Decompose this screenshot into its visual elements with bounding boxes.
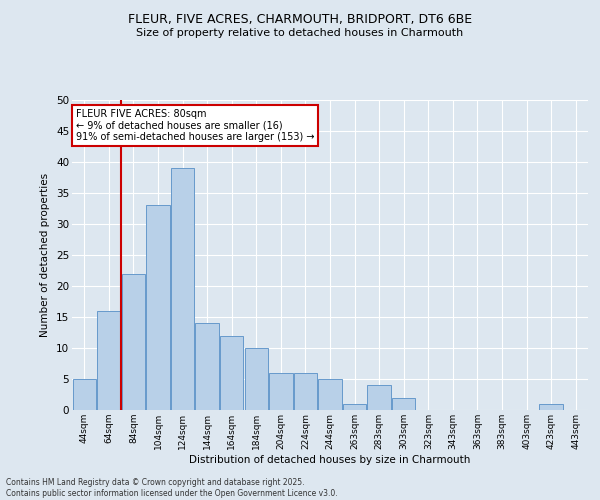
Bar [146, 206, 170, 410]
Bar [539, 404, 563, 410]
Bar [122, 274, 145, 410]
X-axis label: Distribution of detached houses by size in Charmouth: Distribution of detached houses by size … [190, 454, 470, 464]
Bar [343, 404, 366, 410]
Bar [245, 348, 268, 410]
Bar [392, 398, 415, 410]
Bar [269, 373, 293, 410]
Bar [319, 379, 341, 410]
Bar [294, 373, 317, 410]
Text: Size of property relative to detached houses in Charmouth: Size of property relative to detached ho… [136, 28, 464, 38]
Text: FLEUR FIVE ACRES: 80sqm
← 9% of detached houses are smaller (16)
91% of semi-det: FLEUR FIVE ACRES: 80sqm ← 9% of detached… [76, 110, 314, 142]
Bar [367, 385, 391, 410]
Y-axis label: Number of detached properties: Number of detached properties [40, 173, 50, 337]
Bar [171, 168, 194, 410]
Text: Contains HM Land Registry data © Crown copyright and database right 2025.
Contai: Contains HM Land Registry data © Crown c… [6, 478, 338, 498]
Bar [73, 379, 96, 410]
Text: FLEUR, FIVE ACRES, CHARMOUTH, BRIDPORT, DT6 6BE: FLEUR, FIVE ACRES, CHARMOUTH, BRIDPORT, … [128, 12, 472, 26]
Bar [220, 336, 244, 410]
Bar [97, 311, 121, 410]
Bar [196, 323, 219, 410]
